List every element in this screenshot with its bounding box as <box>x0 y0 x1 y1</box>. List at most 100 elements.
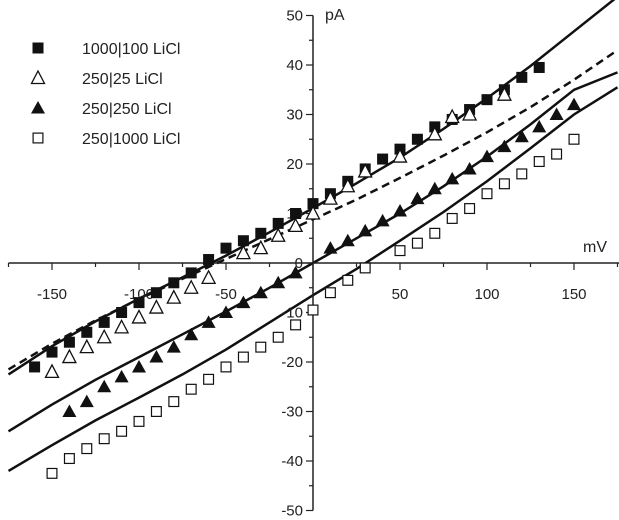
data-point <box>253 239 269 255</box>
data-point <box>392 148 408 163</box>
data-point <box>150 406 162 418</box>
data-point <box>46 467 58 479</box>
data-point <box>271 275 286 289</box>
data-point <box>46 346 58 358</box>
data-point <box>81 326 93 338</box>
data-point <box>307 198 319 210</box>
data-point <box>220 361 232 373</box>
y-tick-label: 0 <box>295 255 303 272</box>
data-point <box>237 351 249 363</box>
data-point <box>237 235 249 247</box>
data-point <box>166 340 181 353</box>
y-axis-unit: pA <box>325 7 345 24</box>
data-point <box>516 168 528 180</box>
data-point <box>116 425 128 437</box>
data-point <box>81 443 93 455</box>
data-point <box>63 453 75 465</box>
data-point <box>114 369 129 383</box>
data-point <box>533 156 545 168</box>
y-tick-label: -20 <box>281 354 303 371</box>
data-point <box>568 133 580 145</box>
data-points <box>29 61 581 479</box>
data-point <box>79 338 95 354</box>
data-point <box>444 108 460 124</box>
data-point <box>150 287 162 299</box>
y-tick-label: -50 <box>281 503 303 520</box>
data-point <box>445 171 460 185</box>
data-point <box>236 295 251 309</box>
data-point <box>532 119 547 133</box>
data-point <box>116 307 128 318</box>
data-point <box>393 204 407 217</box>
data-point <box>219 305 233 318</box>
data-point <box>516 71 528 83</box>
data-point <box>464 203 476 215</box>
x-tick-label: 150 <box>561 286 586 303</box>
x-tick-label: 50 <box>392 286 409 303</box>
y-tick-label: -10 <box>281 305 303 322</box>
data-point <box>340 233 355 247</box>
data-point <box>324 287 336 299</box>
data-point <box>377 153 389 165</box>
data-point <box>98 316 110 328</box>
legend-label: 250|25 LiCl <box>82 71 163 88</box>
series-4 <box>46 133 580 479</box>
data-point <box>322 190 338 205</box>
data-point <box>359 262 371 274</box>
data-point <box>29 361 41 373</box>
series-2 <box>44 86 512 379</box>
data-point <box>480 149 494 163</box>
legend-label: 250|250 LiCl <box>82 101 172 118</box>
data-point <box>184 327 199 341</box>
data-point <box>98 433 110 445</box>
data-point <box>270 227 286 242</box>
data-point <box>498 178 510 190</box>
data-point <box>97 379 112 393</box>
legend-marker <box>32 42 44 54</box>
data-point <box>375 213 390 227</box>
data-point <box>358 223 373 237</box>
data-point <box>394 245 406 257</box>
legend-marker <box>32 132 44 144</box>
data-point <box>342 274 354 286</box>
data-point <box>255 341 267 353</box>
data-point <box>235 244 251 260</box>
data-point <box>201 315 216 328</box>
data-point <box>255 227 267 239</box>
data-point <box>166 289 182 304</box>
data-point <box>220 242 232 254</box>
legend-label: 1000|100 LiCl <box>82 41 180 58</box>
data-point <box>185 267 197 279</box>
data-point <box>203 254 215 266</box>
data-point <box>481 94 493 106</box>
data-point <box>201 269 217 285</box>
data-point <box>446 212 458 224</box>
data-point <box>496 86 512 101</box>
y-tick-label: 40 <box>286 57 303 74</box>
data-point <box>183 279 199 294</box>
data-point <box>357 163 373 178</box>
data-point <box>79 394 94 408</box>
data-point <box>410 191 425 205</box>
data-point <box>427 181 442 195</box>
data-point <box>290 319 302 331</box>
data-point <box>272 217 284 229</box>
data-point <box>323 241 338 254</box>
legend-marker <box>31 101 45 114</box>
data-point <box>305 205 321 220</box>
data-point <box>253 285 268 299</box>
data-point <box>551 148 563 160</box>
data-point <box>427 125 443 141</box>
legend: 1000|100 LiCl 250|25 LiCl 250|250 LiCl 250|… <box>30 41 180 148</box>
data-point <box>131 309 147 324</box>
data-point <box>148 299 164 314</box>
y-tick-label: -30 <box>281 404 303 421</box>
data-point <box>288 217 304 233</box>
data-point <box>288 265 303 279</box>
data-point <box>429 227 441 239</box>
data-point <box>340 177 356 193</box>
series-3 <box>62 97 581 417</box>
data-point <box>462 106 478 121</box>
y-tick-label: 50 <box>286 8 303 25</box>
